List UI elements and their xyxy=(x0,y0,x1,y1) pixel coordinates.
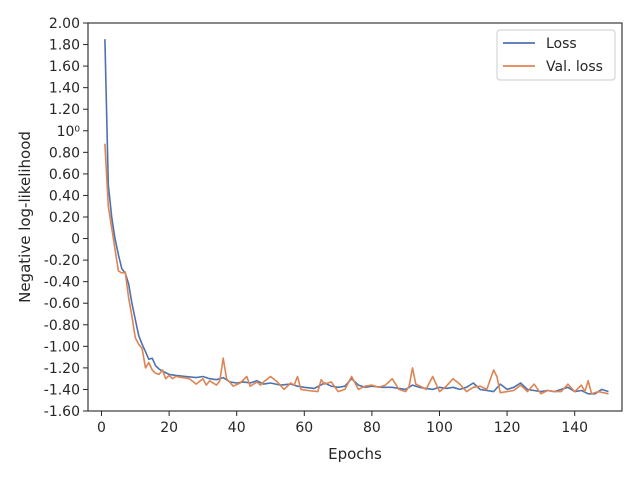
series-line-loss xyxy=(104,39,609,395)
y-tick-label: 1.60 xyxy=(49,59,80,75)
y-tick-label: 0 xyxy=(71,232,80,248)
y-tick-label: -0.80 xyxy=(44,318,80,334)
y-tick-label: 2.00 xyxy=(49,16,80,32)
series-line-val-loss xyxy=(104,143,609,395)
x-tick-label: 40 xyxy=(228,420,246,436)
y-tick-label: 0.40 xyxy=(49,188,80,204)
x-tick-label: 80 xyxy=(363,420,381,436)
y-tick-label: 10⁰ xyxy=(57,124,81,140)
series-lines xyxy=(104,39,609,395)
y-axis-ticks: 2.00 1.80 1.60 1.40 1.20 10⁰ 0.80 0.60 0.40 0.20 0… xyxy=(44,16,88,420)
y-tick-label: -0.60 xyxy=(44,296,80,312)
y-tick-label: 1.80 xyxy=(49,38,80,54)
x-axis-ticks: 0 20 40 60 80 100 120 140 xyxy=(97,411,588,436)
legend-label-loss: Loss xyxy=(546,36,577,52)
y-tick-label: -1.60 xyxy=(44,404,80,420)
legend-label-val-loss: Val. loss xyxy=(546,59,603,75)
y-tick-label: 0.80 xyxy=(49,145,80,161)
y-axis-label: Negative log-likelihood xyxy=(16,131,34,303)
y-tick-label: -1.00 xyxy=(44,339,80,355)
x-tick-label: 140 xyxy=(561,420,588,436)
y-tick-label: 0.20 xyxy=(49,210,80,226)
y-tick-label: -0.40 xyxy=(44,275,80,291)
x-tick-label: 20 xyxy=(160,420,178,436)
legend: Loss Val. loss xyxy=(496,29,616,81)
x-axis-label: Epochs xyxy=(328,445,382,463)
y-tick-label: -1.20 xyxy=(44,361,80,377)
x-tick-label: 100 xyxy=(426,420,453,436)
y-tick-label: 1.40 xyxy=(49,81,80,97)
y-tick-label: 1.20 xyxy=(49,102,80,118)
x-tick-label: 0 xyxy=(97,420,106,436)
y-tick-label: -1.40 xyxy=(44,382,80,398)
y-tick-label: -0.20 xyxy=(44,253,80,269)
x-tick-label: 60 xyxy=(295,420,313,436)
x-tick-label: 120 xyxy=(494,420,521,436)
y-tick-label: 0.60 xyxy=(49,167,80,183)
plot-frame xyxy=(87,22,623,412)
